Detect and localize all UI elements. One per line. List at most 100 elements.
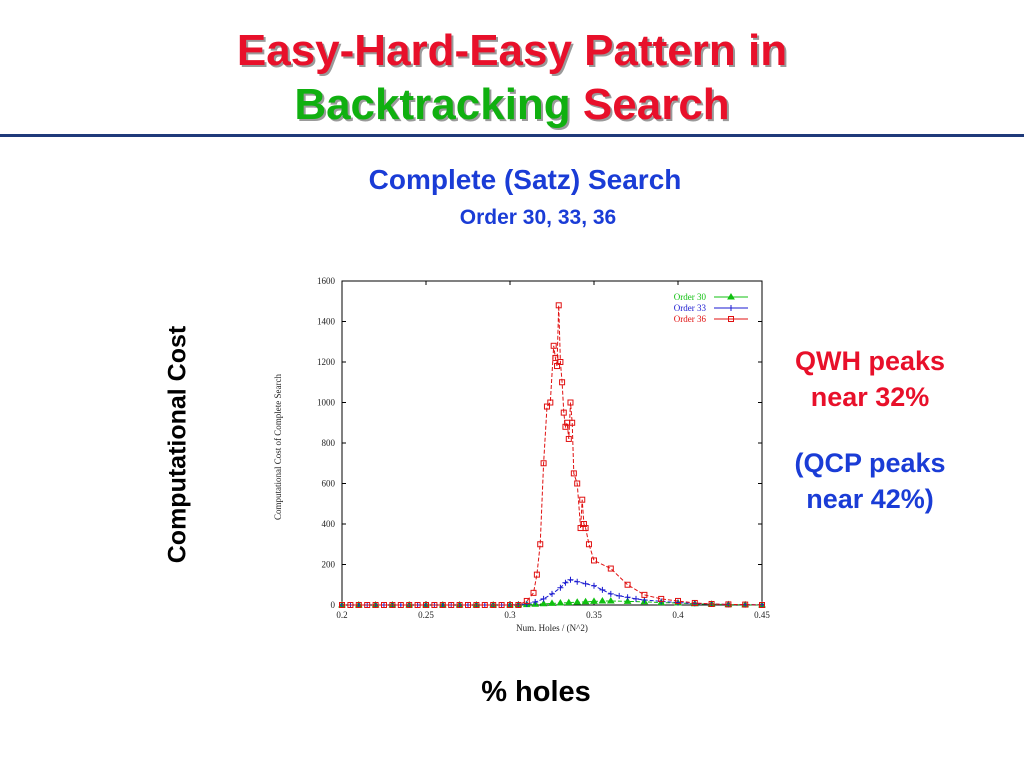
data-point-plus: [624, 594, 631, 601]
data-point-square: [423, 602, 429, 608]
y-tick-label: 1000: [317, 398, 336, 408]
data-point-square: [431, 602, 438, 608]
data-point-square: [537, 541, 544, 548]
data-point-triangle: [590, 597, 598, 604]
data-point-square: [585, 541, 592, 548]
data-point-square: [347, 602, 354, 608]
data-point-plus: [567, 576, 574, 583]
title-divider: [0, 134, 1024, 137]
x-tick-label: 0.25: [418, 610, 434, 620]
data-point-plus: [599, 586, 606, 593]
data-point-square: [552, 354, 559, 361]
data-point-square: [481, 602, 488, 608]
data-point-square: [498, 602, 505, 608]
data-point-square: [547, 399, 554, 406]
data-point-square: [570, 470, 577, 477]
slide-title-line2: Backtracking Search: [0, 80, 1024, 130]
data-point-plus: [633, 595, 639, 602]
data-point-square: [559, 379, 566, 386]
data-point-square: [742, 601, 749, 608]
y-tick-label: 0: [331, 600, 336, 610]
data-point-square: [515, 602, 522, 608]
data-point-triangle: [564, 598, 573, 606]
data-point-triangle: [606, 596, 615, 604]
data-point-triangle: [598, 596, 607, 604]
series-layer: [338, 302, 766, 608]
legend-label: Order 33: [674, 303, 707, 313]
data-point-plus: [591, 582, 597, 589]
x-tick-label: 0.35: [586, 610, 602, 620]
data-point-square: [728, 316, 734, 322]
chart-y-axis-label: Computational Cost of Complete Search: [273, 374, 283, 520]
data-point-square: [397, 602, 404, 608]
data-point-plus: [574, 578, 581, 585]
chart-x-axis-label: Num. Holes / (N^2): [516, 623, 588, 633]
slide-title-text: Easy-Hard-Easy Pattern in: [236, 26, 788, 75]
plot-frame: [341, 280, 763, 606]
y-tick-label: 600: [322, 479, 336, 489]
series-line: [342, 305, 763, 606]
data-point-square: [691, 599, 698, 606]
data-point-square: [641, 591, 648, 598]
y-tick-label: 800: [322, 438, 336, 448]
data-point-triangle: [556, 599, 565, 606]
slide-title-line1: Easy-Hard-Easy Pattern in: [0, 26, 1024, 76]
data-point-square: [591, 557, 597, 564]
data-point-square: [567, 399, 574, 406]
data-point-square: [543, 403, 550, 410]
legend-label: Order 30: [674, 292, 707, 302]
data-point-square: [565, 435, 572, 442]
data-point-square: [725, 601, 732, 608]
data-point-square: [574, 480, 581, 487]
qcp-note-line2: near 42%): [806, 484, 934, 514]
chart-subtitle-orders: Order 30, 33, 36: [459, 206, 617, 229]
y-tick-label: 400: [322, 519, 336, 529]
data-point-square: [465, 602, 471, 608]
data-point-square: [607, 565, 614, 572]
y-tick-label: 1600: [317, 276, 336, 286]
data-point-square: [759, 602, 765, 608]
data-point-square: [364, 602, 371, 608]
legend-label: Order 36: [674, 314, 707, 324]
data-point-square: [533, 571, 540, 578]
slide-title-search: Search: [582, 80, 730, 129]
chart-subtitle: Complete (Satz) Search: [368, 164, 682, 195]
data-point-square: [389, 602, 396, 608]
axis-ticks: 0.2 0.25 0.3 0.35 0.4 0.45 0 200 400 600 800 1000 12…: [317, 276, 770, 620]
data-point-triangle: [548, 599, 556, 606]
qwh-note-line1: QWH peaks: [794, 346, 946, 376]
x-tick-label: 0.3: [504, 610, 516, 620]
qwh-note-line2: near 32%: [810, 382, 930, 412]
qcp-note: (QCP peaks near 42%): [760, 445, 980, 517]
data-point-plus: [616, 592, 623, 599]
data-point-square: [406, 602, 413, 608]
data-point-square: [580, 521, 587, 527]
data-point-square: [569, 419, 576, 426]
data-point-square: [372, 602, 379, 608]
data-point-square: [582, 525, 589, 532]
x-tick-label: 0.4: [672, 610, 684, 620]
qcp-note-line1: (QCP peaks: [794, 448, 946, 478]
y-tick-label: 1200: [317, 357, 336, 367]
data-point-square: [550, 342, 557, 349]
data-point-square: [530, 589, 537, 596]
data-point-triangle: [539, 599, 548, 607]
data-point-plus: [532, 598, 539, 605]
data-point-square: [490, 602, 497, 608]
data-point-triangle: [581, 597, 590, 605]
data-point-plus: [728, 305, 734, 311]
data-point-plus: [562, 579, 569, 586]
data-point-square: [658, 595, 665, 602]
data-point-square: [448, 602, 455, 608]
data-point-square: [339, 602, 345, 608]
data-point-square: [624, 581, 631, 588]
data-point-plus: [557, 584, 564, 591]
x-tick-label: 0.2: [336, 610, 347, 620]
data-point-square: [555, 302, 562, 309]
data-point-triangle: [623, 597, 632, 604]
data-point-plus: [582, 580, 589, 587]
data-point-square: [540, 460, 547, 467]
data-point-plus: [607, 590, 614, 597]
data-point-square: [456, 602, 463, 608]
